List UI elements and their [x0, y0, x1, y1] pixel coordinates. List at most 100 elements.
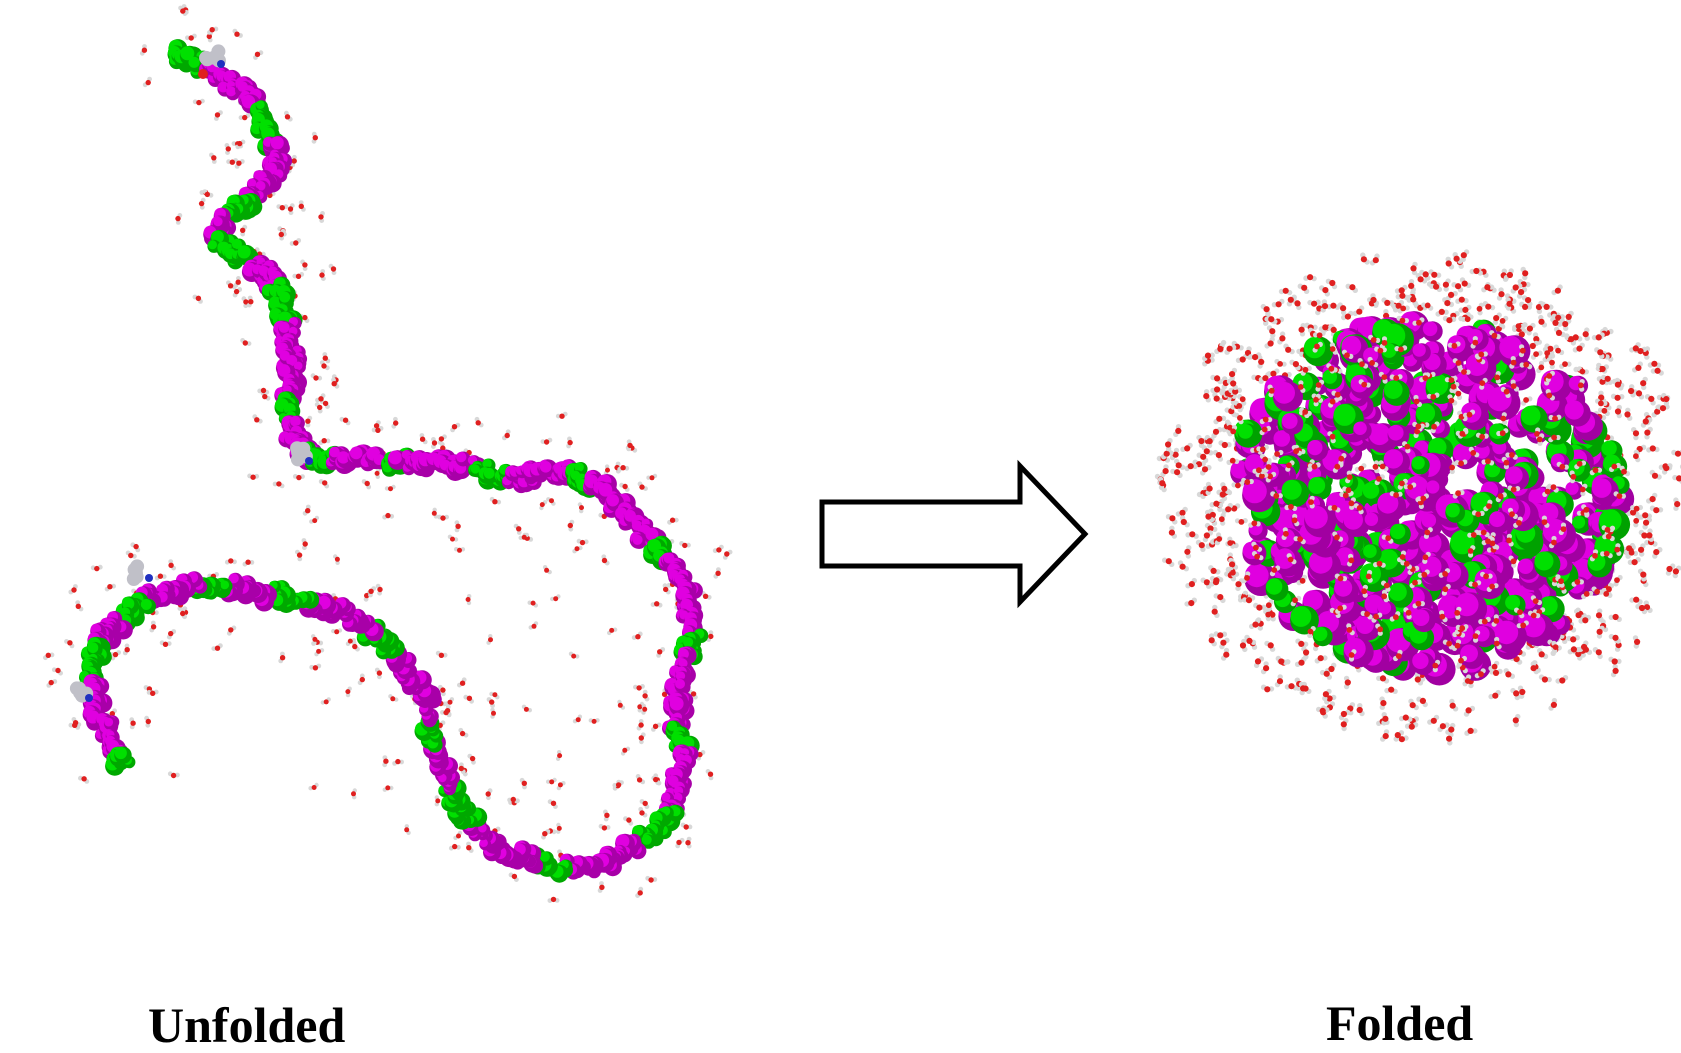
water-oxygen [450, 537, 455, 542]
water-oxygen [250, 475, 255, 480]
water-oxygen [316, 649, 321, 654]
water-oxygen [1525, 297, 1531, 303]
water-oxygen [549, 779, 554, 784]
water-oxygen [1493, 670, 1499, 676]
water-oxygen [559, 414, 564, 419]
water-oxygen [210, 27, 215, 32]
water-oxygen [1204, 448, 1210, 454]
water-oxygen [234, 289, 239, 294]
water-oxygen [1288, 683, 1294, 689]
water-oxygen [618, 703, 623, 708]
polar-residue-atom [213, 217, 222, 226]
water-oxygen [542, 831, 547, 836]
water-oxygen [1174, 469, 1180, 475]
water-oxygen [460, 681, 465, 686]
water-oxygen [1246, 597, 1252, 603]
water-oxygen [1269, 328, 1275, 334]
water-oxygen [488, 637, 493, 642]
water-oxygen [575, 546, 580, 551]
water-oxygen [1446, 317, 1452, 323]
water-oxygen [1527, 326, 1533, 332]
water-oxygen [1634, 639, 1640, 645]
water-oxygen [1556, 330, 1562, 336]
water-oxygen [1300, 685, 1306, 691]
water-oxygen [1612, 658, 1618, 664]
water-oxygen [1388, 687, 1394, 693]
water-oxygen [345, 689, 350, 694]
water-oxygen [1559, 677, 1565, 683]
water-oxygen [67, 640, 72, 645]
water-oxygen [1612, 635, 1618, 641]
water-oxygen [1506, 301, 1512, 307]
water-oxygen [280, 205, 285, 210]
water-oxygen [639, 735, 644, 740]
water-oxygen [420, 437, 425, 442]
water-oxygen [1473, 268, 1479, 274]
water-oxygen [1294, 300, 1300, 306]
water-oxygen [226, 146, 231, 151]
water-oxygen [313, 135, 318, 140]
water-oxygen [230, 160, 235, 165]
water-oxygen [602, 558, 607, 563]
water-oxygen [653, 724, 658, 729]
water-oxygen [1169, 530, 1175, 536]
water-oxygen [1383, 733, 1389, 739]
water-oxygen [650, 475, 655, 480]
water-oxygen [470, 756, 475, 761]
water-oxygen [637, 777, 642, 782]
water-oxygen [544, 439, 549, 444]
water-oxygen [460, 731, 465, 736]
water-oxygen [715, 571, 720, 576]
water-oxygen [626, 817, 631, 822]
hydrophobic-residue-atom [279, 292, 290, 303]
water-oxygen [599, 885, 604, 890]
water-oxygen [1655, 368, 1661, 374]
water-oxygen [1229, 371, 1235, 377]
water-oxygen [676, 840, 681, 845]
water-oxygen [708, 634, 713, 639]
water-oxygen [1459, 297, 1465, 303]
water-oxygen [1562, 321, 1568, 327]
oxygen-atom [198, 69, 208, 79]
water-oxygen [215, 646, 220, 651]
water-oxygen [579, 505, 584, 510]
water-oxygen [1268, 340, 1274, 346]
water-oxygen [602, 825, 607, 830]
water-oxygen [128, 553, 133, 558]
water-oxygen [305, 508, 310, 513]
water-oxygen [724, 551, 729, 556]
water-oxygen [685, 840, 690, 845]
water-oxygen [708, 772, 713, 777]
hydrophobic-residue-atom [642, 835, 652, 845]
water-oxygen [196, 100, 201, 105]
water-oxygen [1440, 723, 1446, 729]
water-oxygen [620, 465, 625, 470]
water-oxygen [1205, 514, 1211, 520]
water-oxygen [1596, 334, 1602, 340]
water-oxygen [1322, 287, 1328, 293]
water-oxygen [1581, 644, 1587, 650]
water-oxygen [1202, 466, 1208, 472]
polar-residue-atom [540, 461, 552, 473]
water-oxygen [1513, 690, 1519, 696]
polar-residue-atom [1369, 424, 1391, 446]
water-oxygen [280, 655, 285, 660]
water-oxygen [452, 424, 457, 429]
water-oxygen [1410, 296, 1416, 302]
hydrophobic-residue-atom [1390, 524, 1405, 539]
water-oxygen [1213, 501, 1219, 507]
water-oxygen [296, 274, 301, 279]
water-oxygen [553, 596, 558, 601]
water-oxygen [1635, 365, 1641, 371]
water-oxygen [551, 897, 556, 902]
water-oxygen [1444, 300, 1450, 306]
water-oxygen [1324, 671, 1330, 677]
water-oxygen [635, 634, 640, 639]
hydrophobic-residue-atom [238, 245, 251, 258]
water-oxygen [703, 594, 708, 599]
water-oxygen [305, 419, 310, 424]
water-oxygen [1642, 512, 1648, 518]
water-oxygen [1301, 285, 1307, 291]
water-oxygen [1340, 305, 1346, 311]
